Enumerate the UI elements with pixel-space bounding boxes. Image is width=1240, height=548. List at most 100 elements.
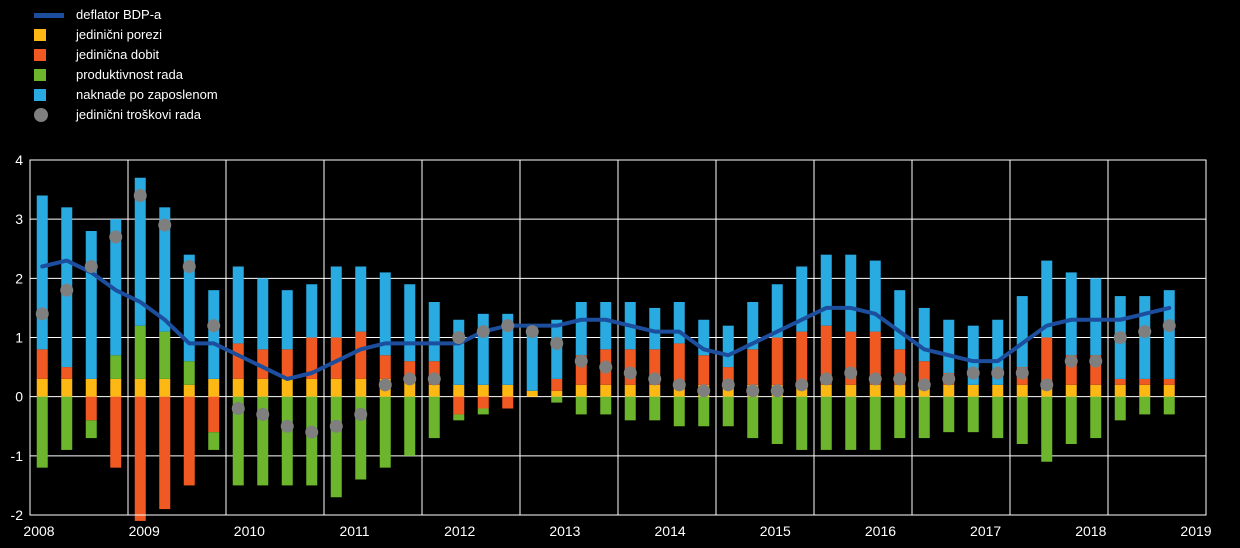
bar-segment (183, 254, 195, 362)
bar-segment (232, 343, 244, 379)
bar-segment (61, 367, 73, 379)
bar-segment (967, 325, 979, 385)
bar-segment (673, 343, 685, 385)
bar-segment (1163, 384, 1175, 397)
bar-segment (624, 384, 636, 397)
legend-label: jedinični porezi (76, 27, 162, 42)
bar-segment (428, 302, 440, 362)
bar-segment (1090, 384, 1102, 397)
bar-segment (747, 349, 759, 385)
ulc-dot (770, 384, 784, 398)
y-tick-label: 4 (15, 152, 23, 168)
ulc-dot (427, 372, 441, 386)
swatch-box (34, 29, 68, 41)
ulc-dot (1138, 325, 1152, 339)
bar-segment (355, 396, 367, 480)
bar-segment (281, 290, 293, 350)
bar-segment (747, 302, 759, 350)
x-tick-label: 2014 (655, 523, 686, 539)
bar-segment (649, 349, 661, 385)
swatch-box (34, 108, 68, 122)
ulc-dot (795, 378, 809, 392)
ulc-dot (623, 366, 637, 380)
productivity-color-swatch (34, 69, 46, 81)
bar-segment (992, 396, 1004, 439)
swatch-box (34, 12, 68, 18)
bar-segment (673, 396, 685, 427)
bar-segment (1090, 278, 1102, 356)
bar-segment (722, 325, 734, 368)
bar-segment (943, 384, 955, 397)
plot-border (29, 159, 1207, 516)
swatch-box (34, 69, 68, 81)
bar-segment (698, 355, 710, 385)
bar-segment (502, 396, 514, 409)
legend-item-deflator-line: deflator BDP-a (34, 8, 218, 22)
bar-segment (134, 325, 146, 379)
bar-segment (869, 384, 881, 397)
x-tick-label: 2008 (23, 523, 54, 539)
bar-segment (110, 396, 122, 468)
y-tick-label: -1 (11, 448, 24, 464)
bar-segment (159, 396, 171, 510)
bar-segment (36, 396, 48, 468)
ulc-dot (1162, 319, 1176, 333)
bar-segment (551, 390, 563, 397)
bar-segment (575, 396, 587, 415)
bar-segment (477, 396, 489, 409)
x-tick-label: 2019 (1180, 523, 1211, 539)
bar-segment (134, 396, 146, 521)
ulc-dot (354, 407, 368, 421)
y-tick-label: 1 (15, 330, 23, 346)
bar-segment (1065, 355, 1077, 385)
y-tick-label: 2 (15, 270, 23, 286)
legend-label: jedinična dobit (76, 47, 160, 62)
bar-segment (306, 378, 318, 397)
bar-segment (110, 355, 122, 379)
bar-segment (869, 331, 881, 385)
bar-segment (771, 284, 783, 338)
bar-segment (967, 396, 979, 433)
x-tick-label: 2012 (444, 523, 475, 539)
bar-segment (600, 384, 612, 397)
ulc-dot (133, 189, 147, 202)
ulc-dot (109, 230, 123, 244)
bar-segment (820, 254, 832, 326)
bar-segment (1016, 384, 1028, 397)
bar-segment (453, 384, 465, 397)
bar-segment (306, 284, 318, 338)
ulc-dot (1015, 366, 1029, 380)
bar-segment (159, 207, 171, 332)
bar-segment (551, 378, 563, 391)
bar-segment (943, 319, 955, 373)
ulc-dot (1113, 331, 1127, 344)
bar-segment (1139, 396, 1151, 415)
bar-segment (992, 319, 1004, 385)
bar-segment (404, 284, 416, 362)
bar-segment (85, 420, 97, 439)
deflator-line (40, 258, 1172, 381)
legend: deflator BDP-a jedinični porezi jediničn… (34, 8, 218, 128)
bar-segment (183, 361, 195, 385)
profit-color-swatch (34, 49, 46, 61)
bar-segment (649, 307, 661, 350)
bar-segment (1065, 384, 1077, 397)
bar-segment (1016, 396, 1028, 444)
bar-segment (477, 384, 489, 397)
bar-segment (845, 384, 857, 397)
bar-segment (918, 307, 930, 362)
bar-segment (208, 396, 220, 433)
bar-segment (183, 384, 195, 397)
bar-segment (61, 396, 73, 450)
bar-segment (110, 219, 122, 356)
legend-item-productivity: produktivnost rada (34, 68, 218, 82)
y-tick-label: 3 (15, 211, 23, 227)
bar-segment (257, 349, 269, 379)
bar-segment (992, 384, 1004, 397)
bar-segment (1016, 296, 1028, 368)
bar-segment (428, 384, 440, 397)
ulc-dot (476, 325, 490, 339)
ulc-dot (207, 319, 221, 333)
